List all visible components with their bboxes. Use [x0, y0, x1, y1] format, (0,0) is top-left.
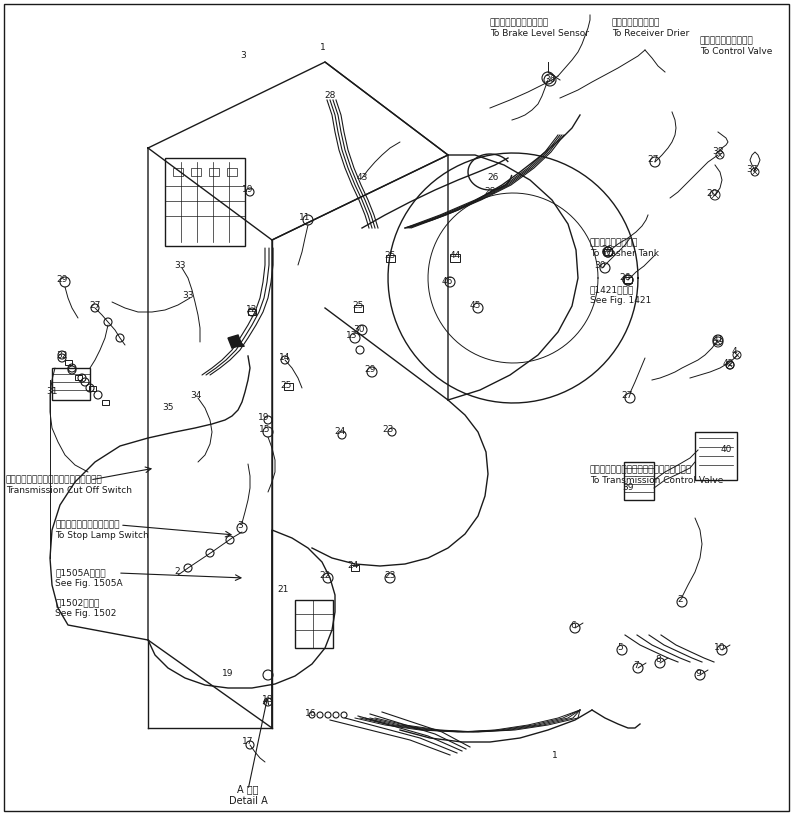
Text: 25: 25 [352, 301, 364, 310]
Text: コントロールバルブへ
To Control Valve: コントロールバルブへ To Control Valve [700, 36, 772, 56]
Text: 3: 3 [240, 51, 246, 59]
Text: 26: 26 [601, 245, 613, 254]
Text: 38: 38 [712, 148, 724, 156]
Text: 1: 1 [320, 43, 326, 52]
Text: ウォッシャタンクへ
To Washer Tank: ウォッシャタンクへ To Washer Tank [590, 238, 659, 258]
Bar [284, 383, 293, 390]
Text: 39: 39 [623, 483, 634, 492]
Text: 19: 19 [259, 413, 270, 422]
Text: 43: 43 [356, 174, 368, 183]
Text: 29: 29 [56, 275, 67, 284]
Bar [89, 386, 96, 391]
Text: 42: 42 [722, 359, 734, 368]
Bar [165, 158, 245, 246]
Text: 15: 15 [259, 425, 270, 434]
Text: 4: 4 [731, 347, 737, 356]
Text: 19: 19 [222, 668, 234, 677]
Text: 45: 45 [469, 301, 481, 310]
Text: 8: 8 [655, 655, 661, 664]
Bar [450, 254, 460, 262]
Text: 2: 2 [677, 596, 683, 605]
Text: 6: 6 [570, 620, 576, 629]
Text: 12: 12 [247, 306, 258, 315]
Text: 1: 1 [552, 751, 557, 760]
Bar [354, 305, 363, 312]
Bar [75, 375, 82, 380]
Text: ブレーキレベルセンサへ
To Brake Level Sensor: ブレーキレベルセンサへ To Brake Level Sensor [490, 18, 589, 38]
Text: 9: 9 [695, 668, 701, 677]
Text: 21: 21 [278, 585, 289, 594]
Text: 32: 32 [56, 350, 67, 359]
Text: 33: 33 [174, 261, 186, 270]
Bar [695, 432, 737, 480]
Text: 30: 30 [594, 261, 606, 270]
Bar [351, 565, 359, 571]
Bar [102, 400, 109, 405]
Text: 27: 27 [647, 156, 659, 165]
Text: 41: 41 [712, 336, 724, 345]
Text: 13: 13 [347, 331, 358, 340]
Text: 19: 19 [242, 186, 254, 195]
Text: A: A [230, 337, 236, 346]
Text: 第1505A図参照
See Fig. 1505A: 第1505A図参照 See Fig. 1505A [55, 568, 123, 588]
Bar [248, 309, 256, 315]
Bar [191, 168, 201, 176]
Bar [295, 600, 333, 648]
Text: 10: 10 [714, 644, 726, 653]
Bar [227, 168, 237, 176]
Text: 26: 26 [488, 174, 499, 183]
Bar [209, 168, 219, 176]
Text: 28: 28 [324, 90, 335, 99]
Text: 40: 40 [720, 446, 732, 455]
Text: ストップランプスイッチへ
To Stop Lamp Switch: ストップランプスイッチへ To Stop Lamp Switch [55, 520, 149, 540]
Text: 31: 31 [46, 387, 58, 397]
Bar [386, 255, 395, 262]
Text: 27: 27 [621, 390, 633, 399]
Bar [65, 360, 72, 365]
Text: 26: 26 [619, 274, 630, 283]
Bar [173, 168, 183, 176]
Text: 24: 24 [335, 428, 346, 437]
Text: 24: 24 [347, 561, 358, 570]
Text: 7: 7 [633, 660, 639, 669]
Text: レシーバドライヤへ
To Receiver Drier: レシーバドライヤへ To Receiver Drier [612, 18, 689, 38]
Text: A 詳細
Detail A: A 詳細 Detail A [228, 784, 267, 806]
Text: 14: 14 [279, 354, 291, 363]
Text: 37: 37 [746, 165, 758, 174]
Text: 35: 35 [163, 403, 174, 412]
Text: 46: 46 [442, 277, 453, 287]
Bar [624, 462, 654, 500]
Text: 28: 28 [485, 187, 496, 196]
Text: 16: 16 [305, 710, 316, 719]
Text: 2: 2 [174, 567, 180, 576]
Text: 18: 18 [262, 695, 274, 704]
Text: 20: 20 [707, 188, 718, 197]
Text: 44: 44 [450, 250, 461, 259]
Text: 11: 11 [299, 214, 311, 222]
Text: 36: 36 [544, 76, 556, 85]
Text: 25: 25 [280, 381, 292, 390]
Bar [624, 277, 632, 283]
Text: 23: 23 [382, 425, 393, 434]
Text: 22: 22 [320, 570, 331, 579]
Bar [604, 249, 612, 255]
Text: 第1421図参照
See Fig. 1421: 第1421図参照 See Fig. 1421 [590, 285, 651, 305]
Text: 25: 25 [385, 250, 396, 259]
Text: 34: 34 [190, 390, 201, 399]
Text: 23: 23 [385, 570, 396, 579]
Text: 5: 5 [617, 644, 623, 653]
Text: 29: 29 [364, 365, 376, 375]
Text: 第1502図参照
See Fig. 1502: 第1502図参照 See Fig. 1502 [55, 598, 117, 618]
Polygon shape [228, 335, 242, 348]
Text: 17: 17 [242, 738, 254, 747]
Text: トランスミッションコントロールバルブへ
To Transmission Control Valve: トランスミッションコントロールバルブへ To Transmission Cont… [590, 465, 723, 485]
Text: 33: 33 [182, 290, 193, 299]
Text: トランスミッションカットオフスイッチ
Transmission Cut Off Switch: トランスミッションカットオフスイッチ Transmission Cut Off … [6, 475, 132, 495]
Text: 27: 27 [90, 301, 101, 310]
Bar [52, 368, 90, 400]
Text: 3: 3 [237, 521, 243, 530]
Text: 30: 30 [353, 325, 365, 334]
